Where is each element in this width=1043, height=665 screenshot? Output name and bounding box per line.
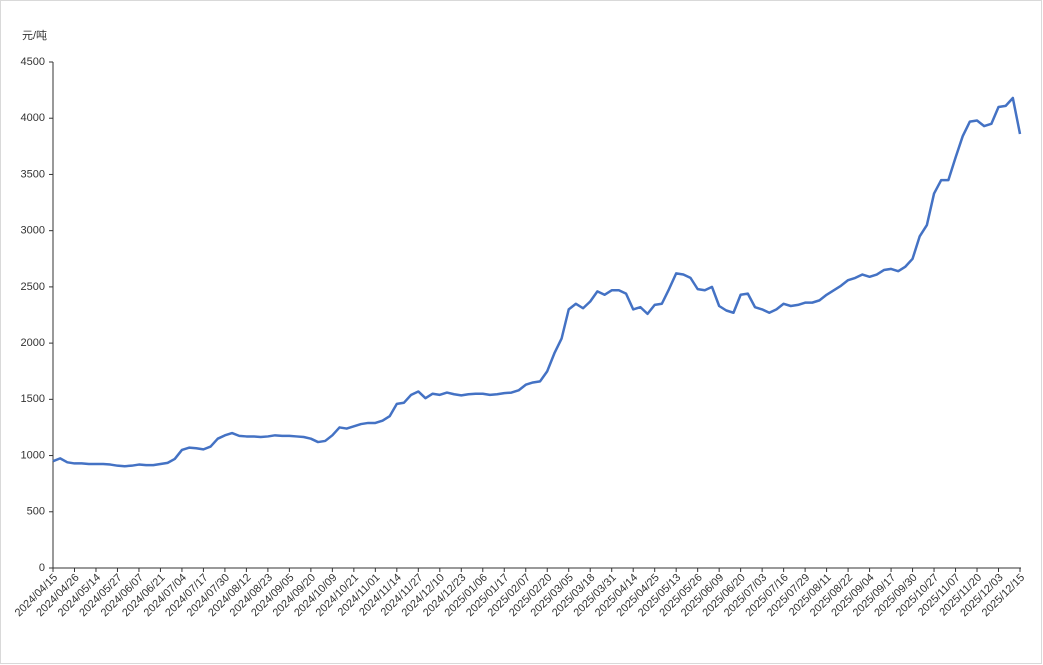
y-tick-label: 1000 bbox=[21, 449, 45, 461]
y-tick-label: 500 bbox=[27, 506, 45, 518]
line-series bbox=[52, 96, 1022, 468]
y-tick-label: 2500 bbox=[21, 281, 45, 293]
y-tick-label: 3500 bbox=[21, 168, 45, 180]
y-tick-label: 4500 bbox=[21, 56, 45, 68]
y-tick-label: 3000 bbox=[21, 225, 45, 237]
y-axis-label: 元/吨 bbox=[22, 29, 47, 42]
y-tick-label: 2000 bbox=[21, 337, 45, 349]
y-tick-label: 0 bbox=[39, 562, 45, 574]
y-tick-label: 4000 bbox=[21, 112, 45, 124]
y-tick-label: 1500 bbox=[21, 393, 45, 405]
